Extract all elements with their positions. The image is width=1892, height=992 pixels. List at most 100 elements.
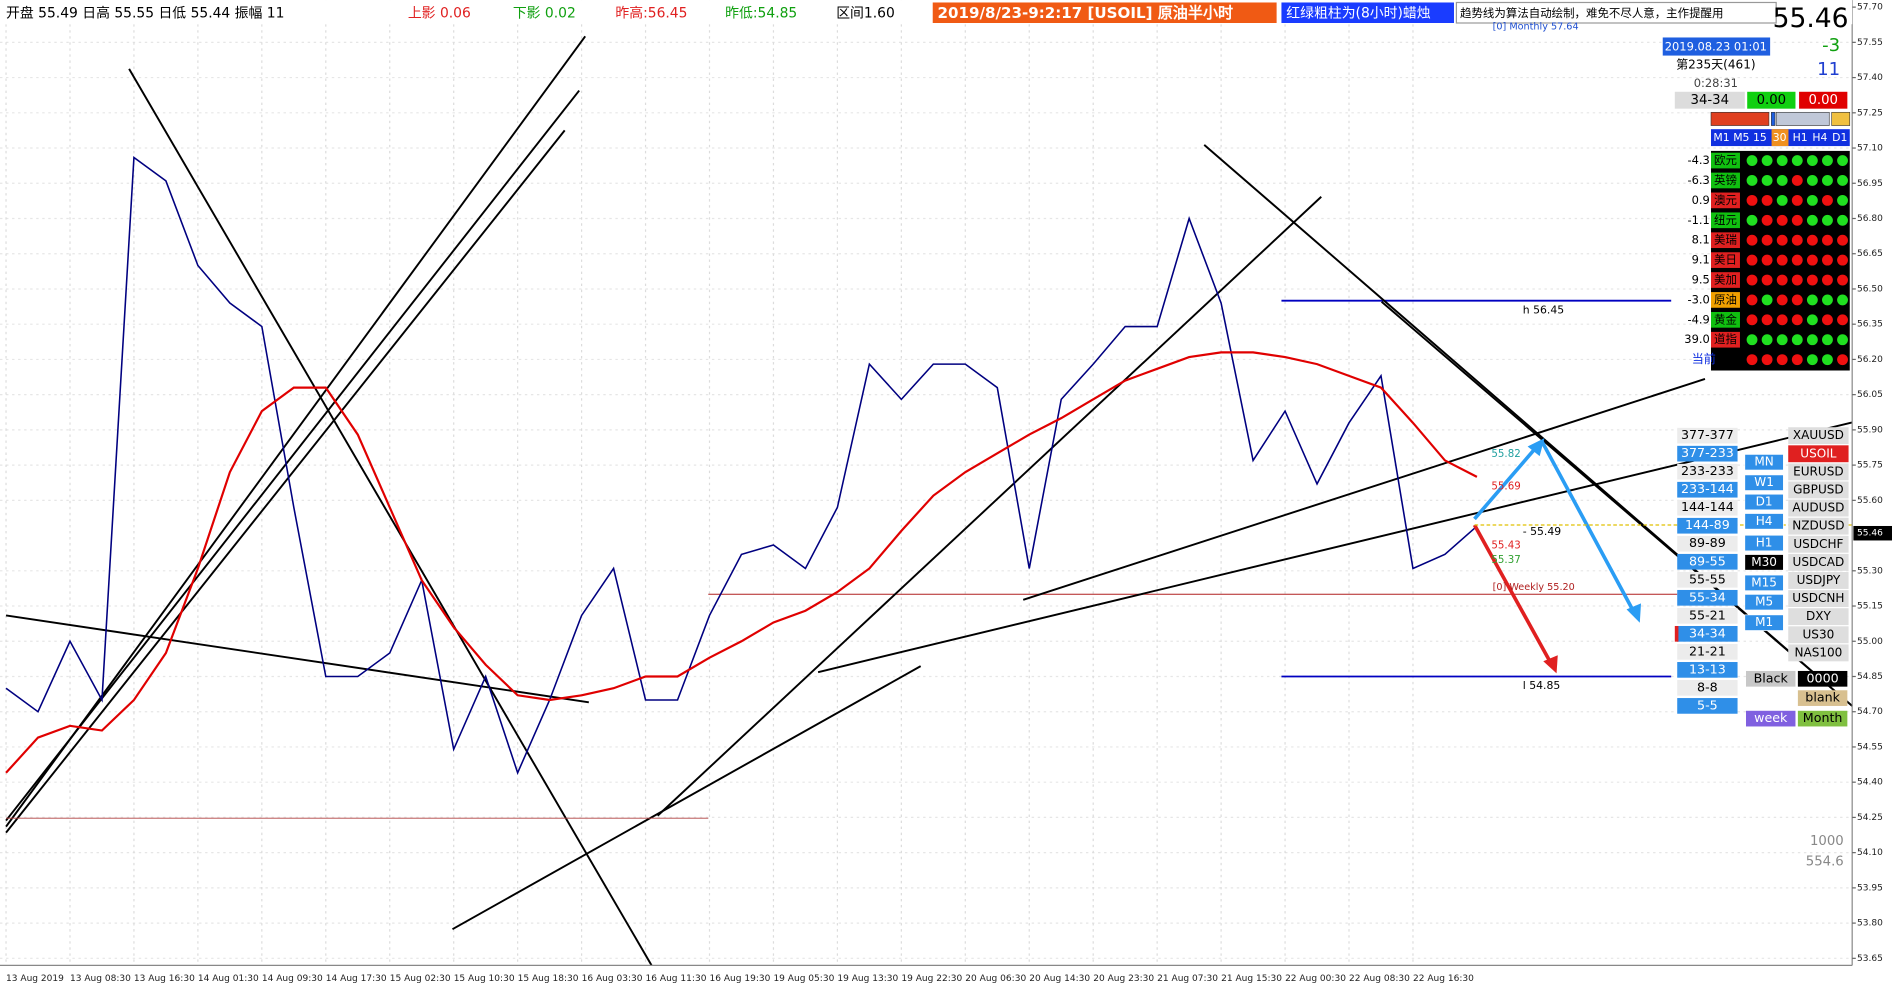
fib-bg[interactable] xyxy=(1677,698,1738,714)
symbol-bg[interactable] xyxy=(1788,463,1849,481)
symbol-bg[interactable] xyxy=(1788,535,1849,553)
button-bg[interactable] xyxy=(1797,690,1848,706)
fib-label[interactable]: 377-233 xyxy=(1681,445,1734,460)
fib-bg[interactable] xyxy=(1677,499,1738,516)
button-bg[interactable] xyxy=(1745,710,1796,727)
tab[interactable] xyxy=(1771,111,1776,126)
fib-label[interactable]: 21-21 xyxy=(1689,643,1726,658)
period-bg[interactable] xyxy=(1744,513,1784,530)
fib-bg[interactable] xyxy=(1677,680,1738,696)
tab[interactable] xyxy=(1831,111,1851,126)
timeframe[interactable]: H1 xyxy=(1793,131,1808,144)
symbol-bg[interactable] xyxy=(1788,517,1849,535)
button[interactable]: week xyxy=(1754,710,1788,725)
fib-label[interactable]: 89-89 xyxy=(1689,535,1726,550)
timeframe-active[interactable] xyxy=(1771,129,1789,147)
symbol-bg[interactable] xyxy=(1788,608,1849,626)
period[interactable]: W1 xyxy=(1754,475,1774,489)
period[interactable]: MN xyxy=(1754,455,1773,469)
symbol[interactable]: DXY xyxy=(1806,609,1832,623)
fib-bg[interactable] xyxy=(1677,445,1738,462)
period-bg[interactable] xyxy=(1744,534,1784,552)
button-bg[interactable] xyxy=(1745,670,1796,687)
period-bg[interactable] xyxy=(1744,474,1784,491)
period[interactable]: H1 xyxy=(1756,536,1773,550)
symbol-bg[interactable] xyxy=(1788,644,1849,662)
fib-bg[interactable] xyxy=(1677,481,1738,498)
fib-bg[interactable] xyxy=(1677,535,1738,552)
button[interactable]: 0000 xyxy=(1807,670,1839,685)
symbol-bg[interactable] xyxy=(1788,499,1849,517)
symbol[interactable]: AUDUSD xyxy=(1792,501,1844,515)
fib-label[interactable]: 144-144 xyxy=(1681,499,1734,514)
fib-bg[interactable] xyxy=(1677,571,1738,588)
symbol[interactable]: NAS100 xyxy=(1794,645,1842,659)
fib-bg[interactable] xyxy=(1677,553,1738,570)
buy-bg[interactable] xyxy=(1747,91,1796,109)
period-bg[interactable] xyxy=(1744,614,1784,631)
symbol-bg[interactable] xyxy=(1788,572,1849,589)
period[interactable]: M1 xyxy=(1755,615,1773,629)
symbol[interactable]: EURUSD xyxy=(1793,464,1844,478)
button[interactable]: Black xyxy=(1754,670,1789,685)
symbol[interactable]: NZDUSD xyxy=(1792,519,1844,533)
fib-label[interactable]: 377-377 xyxy=(1681,427,1734,442)
period-bg[interactable] xyxy=(1744,454,1784,471)
fib-label[interactable]: 55-34 xyxy=(1689,589,1726,604)
fib-bg[interactable] xyxy=(1677,463,1738,480)
symbol[interactable]: USDJPY xyxy=(1797,573,1841,587)
symbol-bg[interactable] xyxy=(1788,590,1849,608)
fib-bg[interactable] xyxy=(1677,625,1738,642)
symbol[interactable]: US30 xyxy=(1802,627,1834,641)
timeframe[interactable]: H4 xyxy=(1812,131,1827,144)
fib-label[interactable]: 233-233 xyxy=(1681,463,1734,478)
timeframe[interactable]: 30 xyxy=(1773,131,1787,144)
period-bg[interactable] xyxy=(1744,554,1784,571)
fib-label[interactable]: 233-144 xyxy=(1681,481,1734,496)
symbol[interactable]: GBPUSD xyxy=(1793,482,1844,496)
period[interactable]: D1 xyxy=(1756,495,1773,509)
symbol-bg[interactable] xyxy=(1788,427,1849,445)
tab[interactable] xyxy=(1710,111,1770,126)
period-bg[interactable] xyxy=(1744,493,1784,511)
symbol-bg[interactable] xyxy=(1788,445,1849,463)
period-bg[interactable] xyxy=(1744,574,1784,592)
fib-bg[interactable] xyxy=(1677,427,1738,444)
fib-label[interactable]: 34-34 xyxy=(1689,625,1726,640)
button-bg[interactable] xyxy=(1797,670,1848,687)
timeframe[interactable]: 15 xyxy=(1753,131,1767,144)
symbol[interactable]: USOIL xyxy=(1800,446,1836,460)
symbol[interactable]: USDCNH xyxy=(1792,591,1844,605)
fib-bg[interactable] xyxy=(1677,644,1738,660)
fib-bg[interactable] xyxy=(1677,662,1738,678)
period[interactable]: M30 xyxy=(1751,555,1777,569)
period[interactable]: M15 xyxy=(1751,575,1777,589)
fib-label[interactable]: 55-55 xyxy=(1689,571,1726,586)
period-bg[interactable] xyxy=(1744,593,1784,611)
fib-label[interactable]: 13-13 xyxy=(1689,661,1726,676)
fib-label[interactable]: 55-21 xyxy=(1689,607,1726,622)
button-bg[interactable] xyxy=(1797,710,1848,727)
fib-label[interactable]: 5-5 xyxy=(1697,697,1718,712)
symbol-bg[interactable] xyxy=(1788,481,1849,499)
symbol-bg[interactable] xyxy=(1788,553,1849,571)
fib-label[interactable]: 8-8 xyxy=(1697,679,1718,694)
fib-label[interactable]: 144-89 xyxy=(1685,517,1730,532)
fib-bg[interactable] xyxy=(1677,589,1738,606)
timeframe[interactable]: D1 xyxy=(1832,131,1847,144)
symbol[interactable]: XAUUSD xyxy=(1793,428,1844,442)
tab[interactable] xyxy=(1775,111,1830,126)
fib-bg[interactable] xyxy=(1677,517,1738,534)
symbol[interactable]: USDCHF xyxy=(1793,537,1843,551)
button[interactable]: Month xyxy=(1803,710,1843,725)
period[interactable]: M5 xyxy=(1755,595,1773,609)
button[interactable]: blank xyxy=(1805,690,1840,705)
fib-label[interactable]: 89-55 xyxy=(1689,553,1726,568)
period[interactable]: H4 xyxy=(1756,514,1773,528)
timeframe[interactable]: M5 xyxy=(1733,131,1749,144)
timeframe[interactable]: M1 xyxy=(1713,131,1729,144)
sell-bg[interactable] xyxy=(1799,91,1848,109)
symbol-bg[interactable] xyxy=(1788,626,1849,644)
fib-bg[interactable] xyxy=(1677,607,1738,624)
symbol[interactable]: USDCAD xyxy=(1793,555,1845,569)
